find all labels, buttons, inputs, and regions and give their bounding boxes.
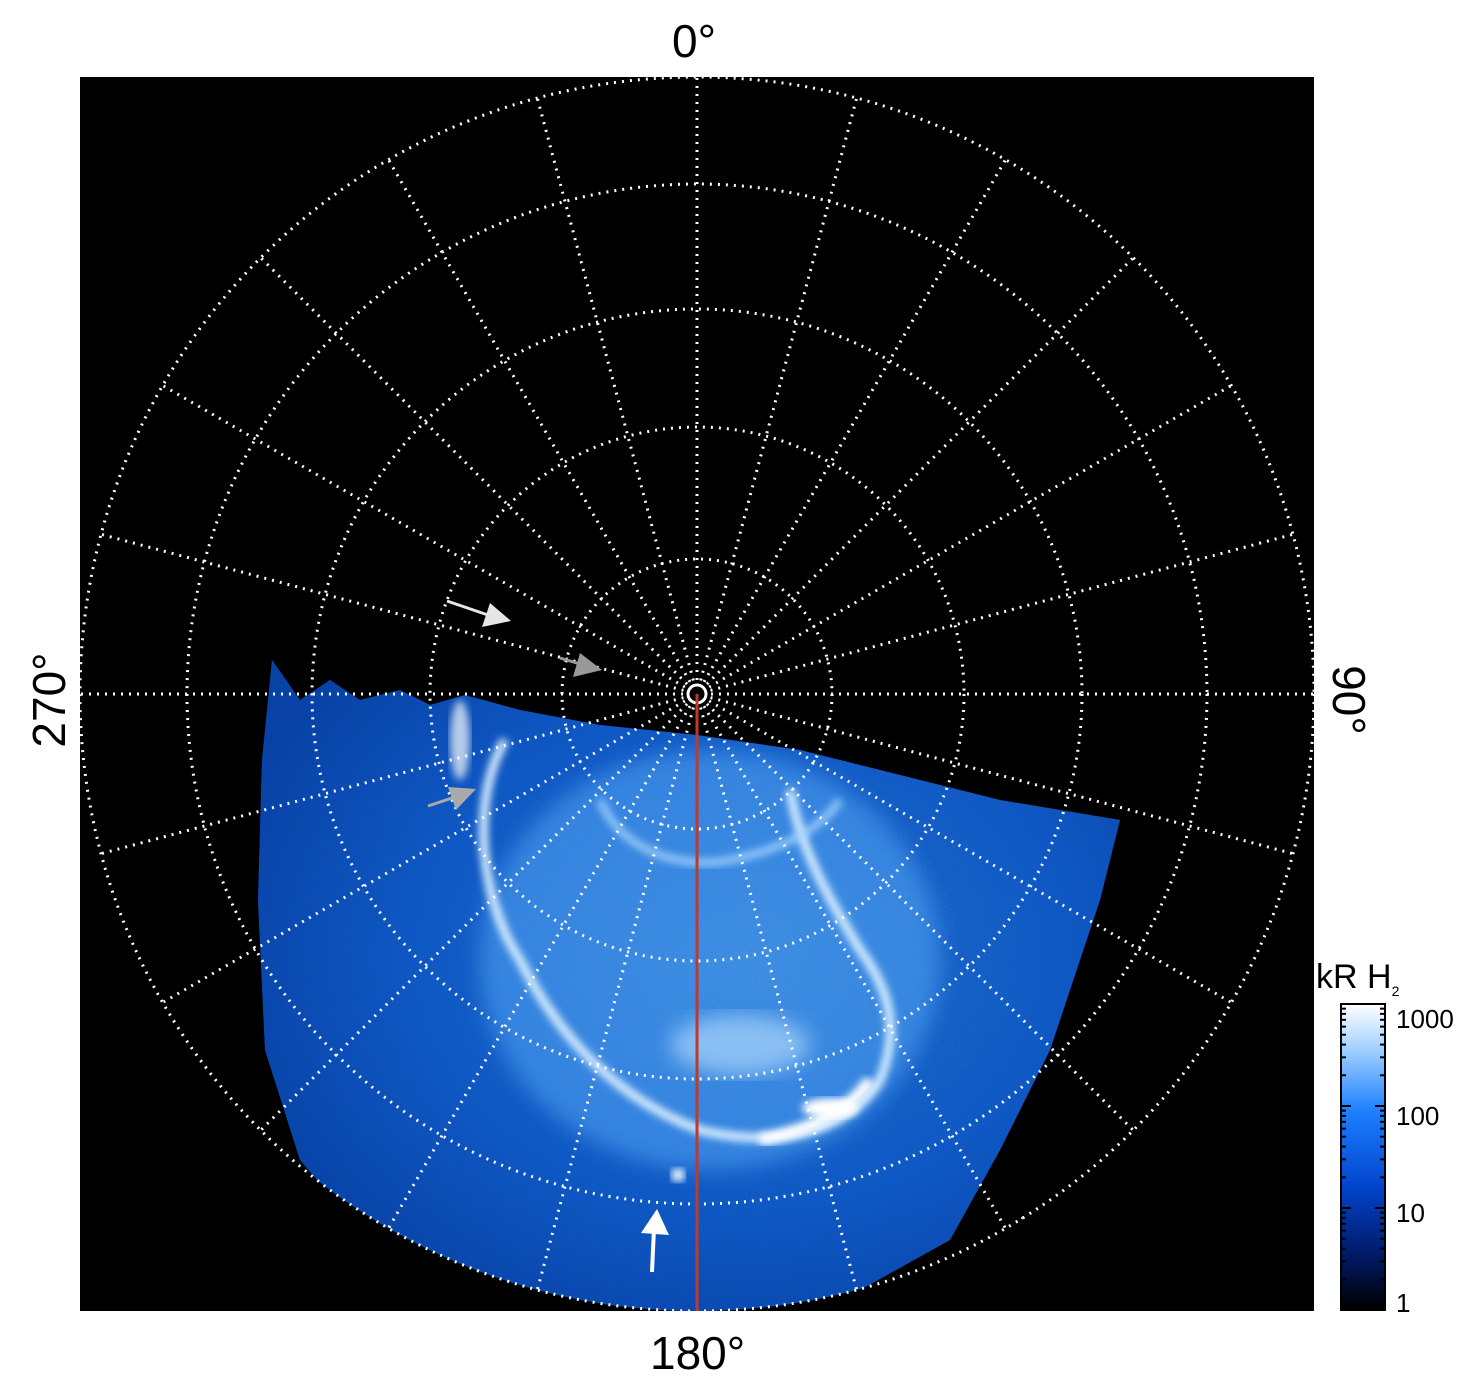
colorbar-tick-100: 100 <box>1396 1101 1440 1131</box>
label-270-deg: 270° <box>23 652 75 748</box>
arrow-white-upper <box>446 599 511 627</box>
label-180-deg: 180° <box>650 1327 746 1379</box>
arrow-gray-upper <box>559 653 602 677</box>
label-0-deg: 0° <box>672 15 716 67</box>
colorbar-title: kR H2 <box>1316 958 1400 999</box>
label-90-deg: 90° <box>1323 665 1375 735</box>
arrow-gray-left <box>427 787 476 810</box>
colorbar-tick-1000: 1000 <box>1396 1004 1454 1034</box>
colorbar-tick-10: 10 <box>1396 1198 1425 1228</box>
colorbar <box>1340 1003 1386 1311</box>
colorbar-tick-1: 1 <box>1396 1288 1411 1318</box>
arrow-white-bottom <box>641 1209 669 1273</box>
